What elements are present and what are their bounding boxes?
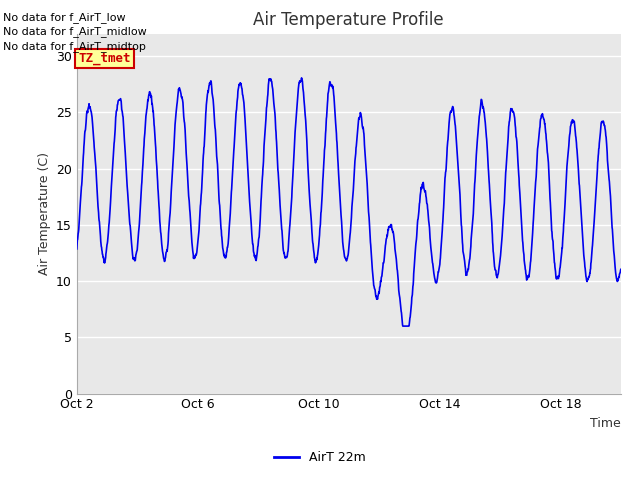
Y-axis label: Air Temperature (C): Air Temperature (C): [38, 152, 51, 275]
X-axis label: Time: Time: [590, 417, 621, 430]
Title: Air Temperature Profile: Air Temperature Profile: [253, 11, 444, 29]
Text: No data for f_AirT_midlow: No data for f_AirT_midlow: [3, 26, 147, 37]
Legend: AirT 22m: AirT 22m: [269, 446, 371, 469]
Text: TZ_tmet: TZ_tmet: [78, 52, 131, 65]
Text: No data for f_AirT_low: No data for f_AirT_low: [3, 12, 126, 23]
Text: No data for f_AirT_midtop: No data for f_AirT_midtop: [3, 41, 146, 52]
